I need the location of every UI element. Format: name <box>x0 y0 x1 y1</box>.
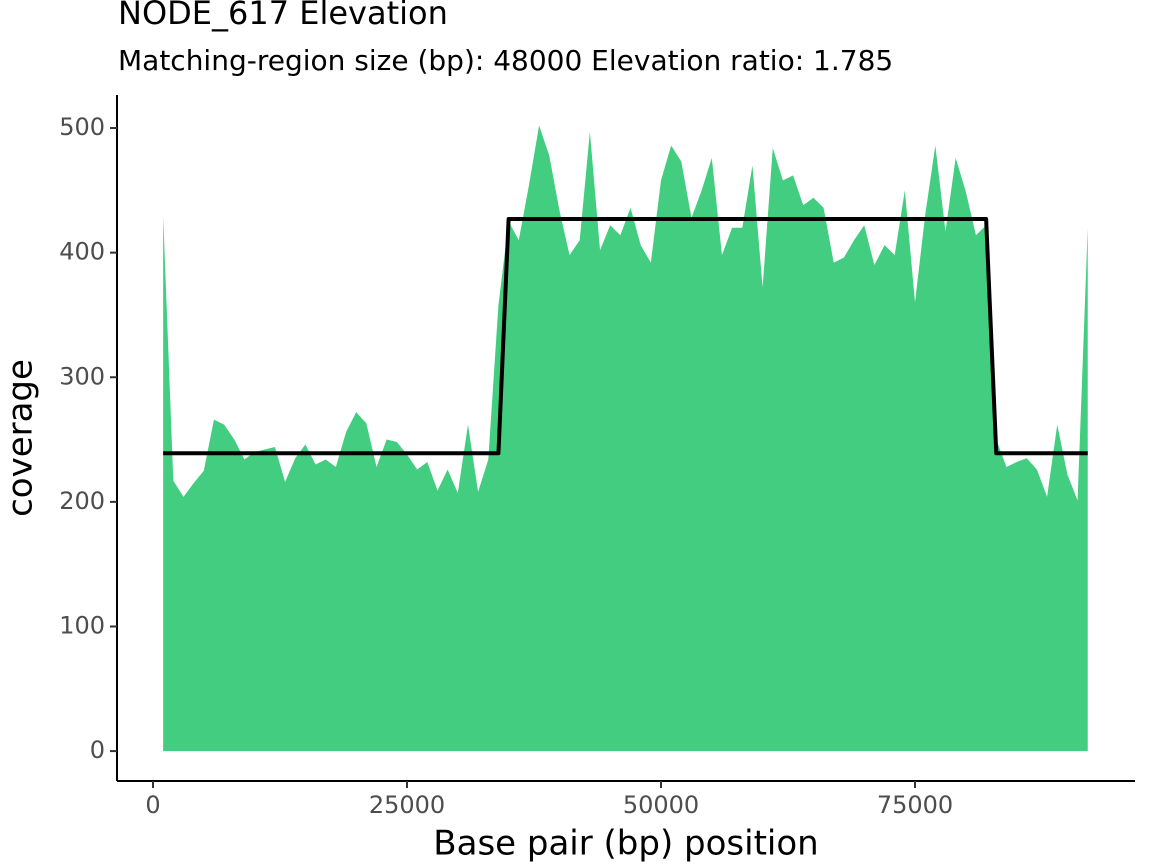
y-tick-label: 500 <box>59 113 105 141</box>
y-tick-label: 0 <box>90 736 105 764</box>
x-tick-label: 25000 <box>369 791 445 819</box>
x-tick-label: 75000 <box>877 791 953 819</box>
area <box>163 125 1088 752</box>
x-tick-label: 50000 <box>623 791 699 819</box>
y-tick-label: 100 <box>59 611 105 639</box>
chart-subtitle: Matching-region size (bp): 48000 Elevati… <box>118 44 893 77</box>
y-tick-label: 400 <box>59 238 105 266</box>
chart-title: NODE_617 Elevation <box>118 0 448 32</box>
y-tick-label: 200 <box>59 487 105 515</box>
plot-area <box>163 125 1088 752</box>
y-tick-label: 300 <box>59 362 105 390</box>
x-tick-label: 0 <box>145 791 160 819</box>
y-axis-label: coverage <box>1 359 41 517</box>
line <box>163 216 1088 456</box>
x-axis-label: Base pair (bp) position <box>433 824 818 864</box>
